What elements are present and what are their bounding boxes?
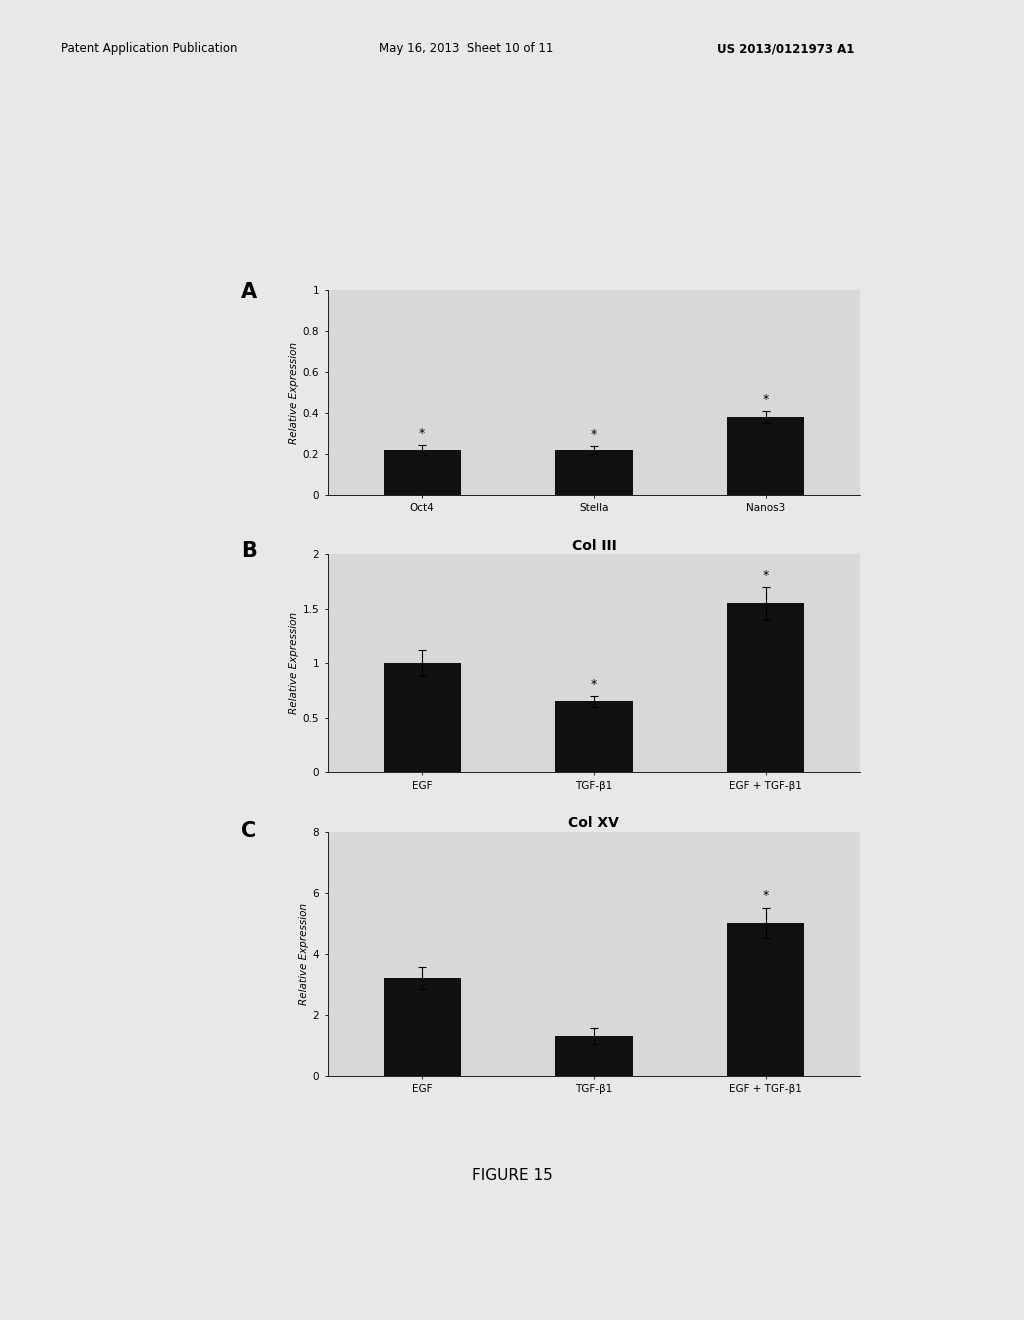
Bar: [555, 1036, 633, 1076]
Text: A: A: [241, 282, 257, 302]
Y-axis label: Relative Expression: Relative Expression: [299, 903, 308, 1005]
Bar: [727, 603, 804, 772]
Text: US 2013/0121973 A1: US 2013/0121973 A1: [717, 42, 854, 55]
Bar: [384, 450, 461, 495]
Text: *: *: [763, 393, 769, 407]
Text: *: *: [419, 426, 425, 440]
Text: B: B: [241, 541, 257, 561]
Text: FIGURE 15: FIGURE 15: [472, 1168, 552, 1183]
Text: *: *: [591, 677, 597, 690]
Text: *: *: [763, 569, 769, 582]
Bar: [384, 978, 461, 1076]
Bar: [555, 701, 633, 772]
Text: C: C: [241, 821, 256, 841]
Y-axis label: Relative Expression: Relative Expression: [289, 612, 299, 714]
Title: Col XV: Col XV: [568, 817, 620, 830]
Bar: [727, 417, 804, 495]
Bar: [555, 450, 633, 495]
Y-axis label: Relative Expression: Relative Expression: [289, 342, 299, 444]
Title: Col III: Col III: [571, 540, 616, 553]
Text: *: *: [591, 428, 597, 441]
Bar: [384, 664, 461, 772]
Bar: [727, 923, 804, 1076]
Text: May 16, 2013  Sheet 10 of 11: May 16, 2013 Sheet 10 of 11: [379, 42, 553, 55]
Text: *: *: [763, 888, 769, 902]
Text: Patent Application Publication: Patent Application Publication: [61, 42, 238, 55]
